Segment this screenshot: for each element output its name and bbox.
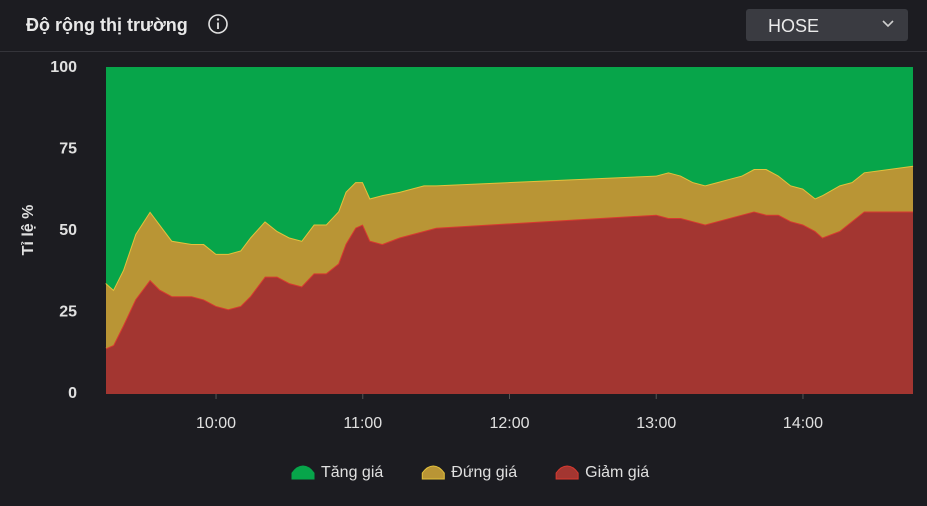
area <box>106 211 913 394</box>
y-axis-label: Tỉ lệ % <box>20 205 37 256</box>
y-tick-label: 75 <box>59 141 77 158</box>
y-tick-label: 0 <box>68 385 77 402</box>
legend-label: Giảm giá <box>585 464 649 481</box>
area-edge <box>105 210 913 350</box>
header: Độ rộng thị trường HOSE <box>0 0 927 52</box>
x-tick-label: 13:00 <box>636 415 676 432</box>
legend-icon <box>421 465 445 480</box>
chart: Tỉ lệ % 0 25 50 75 100 10:00 11:00 12:00 13:00 14… <box>20 59 914 481</box>
legend-label: Đứng giá <box>451 464 517 481</box>
y-tick-label: 25 <box>59 304 77 321</box>
legend-icon <box>555 465 579 480</box>
y-tick-label: 50 <box>59 222 77 239</box>
legend-item: Đứng giá <box>421 464 517 481</box>
widget-title: Độ rộng thị trường <box>26 15 188 35</box>
exchange-dropdown[interactable]: HOSE <box>746 9 908 41</box>
area <box>106 165 913 349</box>
legend-item: Tăng giá <box>291 464 383 481</box>
x-tick-label: 11:00 <box>343 415 382 432</box>
x-tick-label: 14:00 <box>783 415 823 432</box>
legend-label: Tăng giá <box>321 464 383 481</box>
chevron <box>882 20 894 28</box>
x-tick-label: 12:00 <box>489 415 529 432</box>
y-tick-label: 100 <box>50 59 77 76</box>
area <box>106 68 913 290</box>
x-tick-label: 10:00 <box>196 415 236 432</box>
dropdown-value: HOSE <box>768 16 820 36</box>
legend-item: Giảm giá <box>555 464 649 481</box>
info-icon[interactable] <box>207 13 229 35</box>
legend-icon <box>291 465 315 480</box>
